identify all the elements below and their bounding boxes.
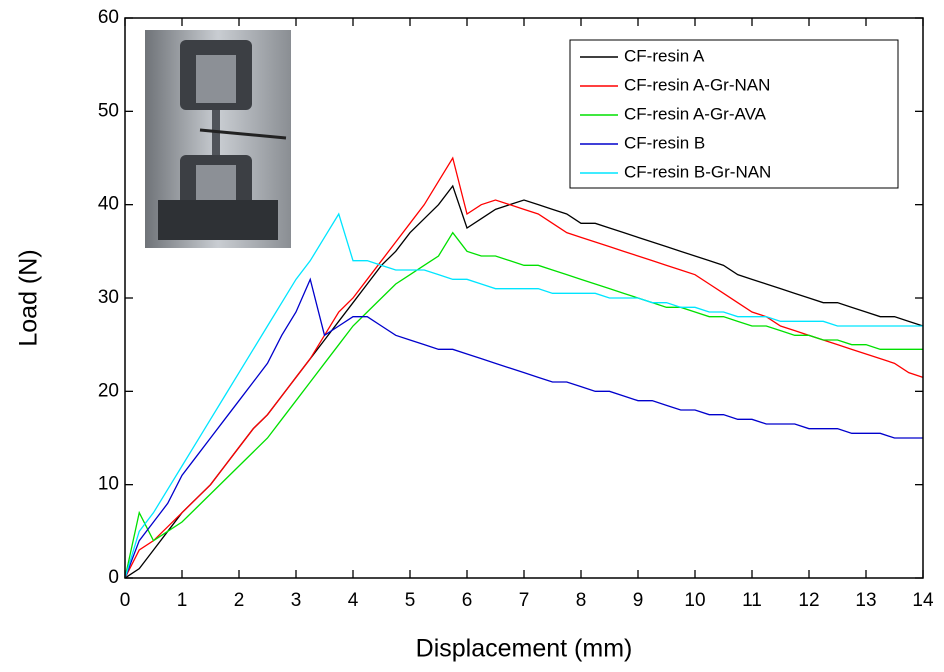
x-tick-label: 1 [177, 590, 188, 611]
y-tick-label: 60 [98, 7, 119, 28]
x-tick-label: 14 [912, 590, 934, 611]
x-axis-label: Displacement (mm) [416, 635, 633, 663]
y-tick-label: 10 [98, 474, 119, 495]
y-tick-label: 0 [108, 567, 119, 588]
x-tick-label: 7 [519, 590, 530, 611]
x-tick-label: 4 [348, 590, 359, 611]
x-tick-label: 10 [684, 590, 705, 611]
inset-photo [145, 30, 291, 248]
x-tick-label: 0 [120, 590, 131, 611]
x-tick-label: 9 [633, 590, 644, 611]
data-line [124, 231, 923, 579]
x-tick-label: 6 [462, 590, 473, 611]
y-tick-label: 30 [98, 287, 119, 308]
y-tick-label: 50 [98, 100, 119, 121]
x-tick-label: 2 [234, 590, 245, 611]
x-tick-label: 11 [742, 590, 762, 611]
legend-label: CF-resin B-Gr-NAN [624, 162, 771, 181]
y-axis-label: Load (N) [15, 249, 43, 346]
legend-box [569, 39, 899, 189]
legend-label: CF-resin A-Gr-NAN [624, 75, 770, 94]
x-tick-label: 5 [405, 590, 416, 611]
data-line [124, 156, 924, 579]
x-tick-label: 8 [576, 590, 587, 611]
x-tick-label: 12 [798, 590, 819, 611]
data-line [124, 212, 923, 579]
legend-label: CF-resin B [624, 133, 705, 152]
x-tick-label: 3 [291, 590, 302, 611]
y-tick-label: 40 [98, 194, 119, 215]
data-line [124, 277, 923, 579]
y-tick-label: 20 [98, 380, 119, 401]
legend-label: CF-resin A-Gr-AVA [624, 104, 767, 123]
x-tick-label: 13 [855, 590, 876, 611]
legend-label: CF-resin A [624, 46, 705, 65]
